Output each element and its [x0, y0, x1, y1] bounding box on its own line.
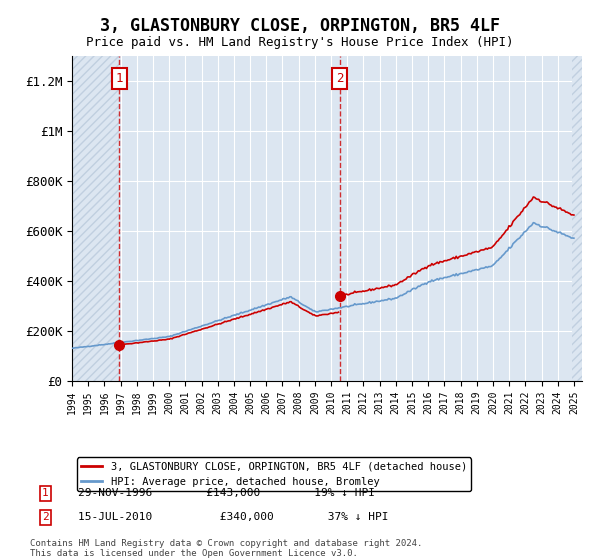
Text: 15-JUL-2010          £340,000        37% ↓ HPI: 15-JUL-2010 £340,000 37% ↓ HPI: [78, 512, 389, 522]
Text: Contains HM Land Registry data © Crown copyright and database right 2024.
This d: Contains HM Land Registry data © Crown c…: [30, 539, 422, 558]
Text: Price paid vs. HM Land Registry's House Price Index (HPI): Price paid vs. HM Land Registry's House …: [86, 36, 514, 49]
Legend: 3, GLASTONBURY CLOSE, ORPINGTON, BR5 4LF (detached house), HPI: Average price, d: 3, GLASTONBURY CLOSE, ORPINGTON, BR5 4LF…: [77, 458, 471, 491]
Bar: [572, 56, 582, 381]
Text: 1: 1: [42, 488, 49, 498]
Text: 1: 1: [116, 72, 123, 85]
Text: 29-NOV-1996        £143,000        19% ↓ HPI: 29-NOV-1996 £143,000 19% ↓ HPI: [78, 488, 375, 498]
Text: 3, GLASTONBURY CLOSE, ORPINGTON, BR5 4LF: 3, GLASTONBURY CLOSE, ORPINGTON, BR5 4LF: [100, 17, 500, 35]
Text: 2: 2: [42, 512, 49, 522]
Bar: [72, 56, 119, 381]
Text: 2: 2: [336, 72, 344, 85]
